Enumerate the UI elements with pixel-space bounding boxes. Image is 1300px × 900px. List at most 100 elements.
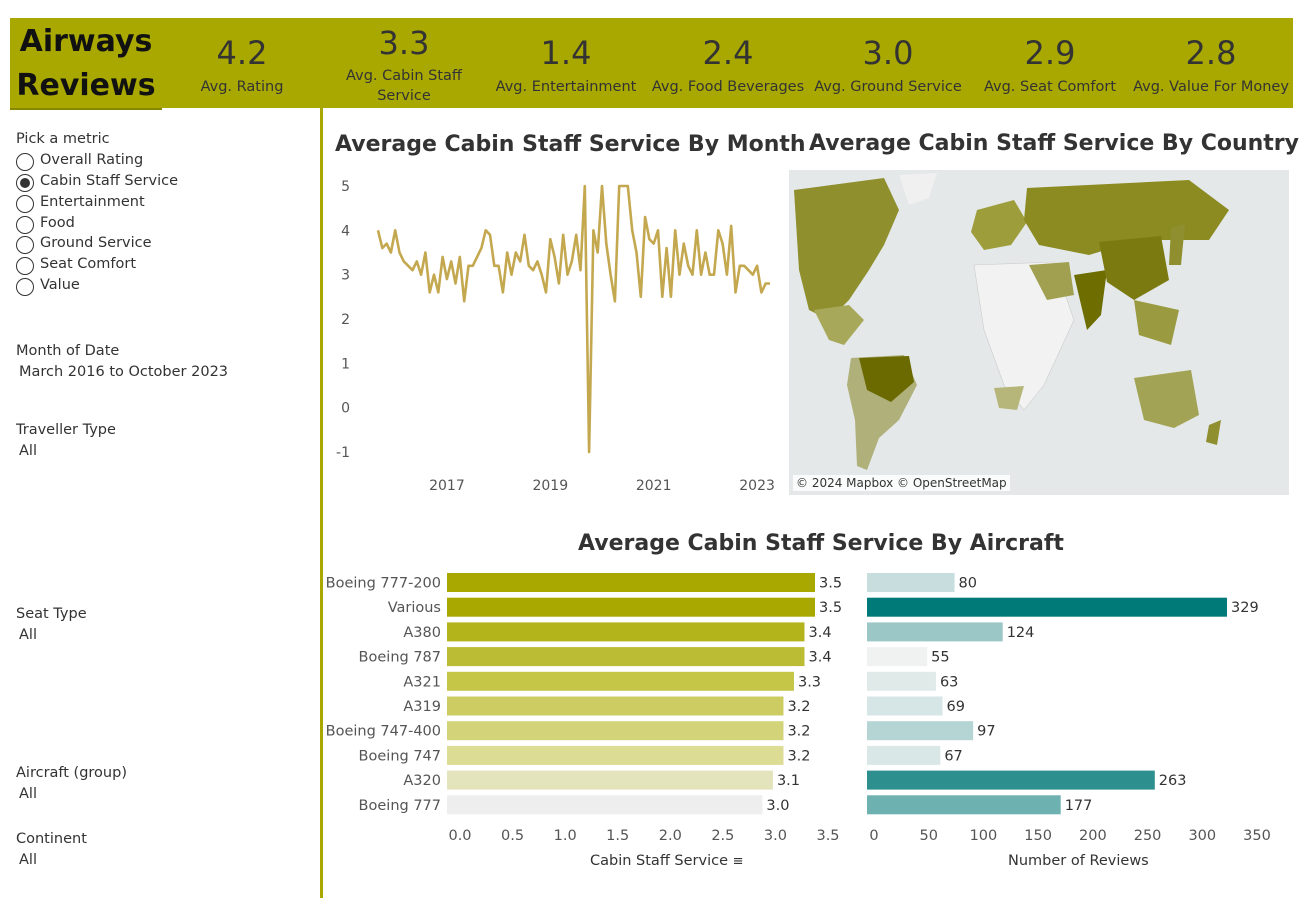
china-shape xyxy=(1099,236,1169,300)
kpi-avg-rating: 4.2 Avg. Rating xyxy=(162,18,322,108)
reviews-data-label: 263 xyxy=(1159,773,1187,789)
category-label: Boeing 747 xyxy=(359,748,441,764)
reviews-bar[interactable] xyxy=(867,597,1228,617)
reviews-x-tick: 150 xyxy=(1024,828,1052,844)
rating-bar[interactable] xyxy=(447,671,794,691)
reviews-x-tick: 300 xyxy=(1188,828,1216,844)
reviews-data-label: 177 xyxy=(1065,798,1093,814)
reviews-x-tick: 350 xyxy=(1243,828,1271,844)
rating-x-tick: 2.5 xyxy=(711,828,734,844)
rating-bar[interactable] xyxy=(447,770,773,790)
kpi-avg-entertainment: 1.4 Avg. Entertainment xyxy=(486,18,646,108)
series-line[interactable] xyxy=(376,184,770,454)
rating-bar[interactable] xyxy=(447,795,763,815)
kpi-label-2: Service xyxy=(377,88,431,104)
reviews-bar[interactable] xyxy=(867,573,955,592)
country-map[interactable]: © 2024 Mapbox © OpenStreetMap xyxy=(789,170,1289,495)
rating-bar[interactable] xyxy=(447,721,784,741)
bar-chart-aircraft: Boeing 777-200 3.5 Various 3.5 A380 3.4 Boeing… xyxy=(326,573,1271,844)
category-label: Boeing 787 xyxy=(359,650,441,666)
filter-aircraft-value[interactable]: All xyxy=(19,786,37,802)
greenland-shape xyxy=(899,173,937,205)
radio-icon xyxy=(16,257,34,275)
kpi-label: Avg. Seat Comfort xyxy=(983,79,1117,95)
kpi-label: Avg. Food Beverages xyxy=(651,79,805,95)
filter-month-value[interactable]: March 2016 to October 2023 xyxy=(19,364,229,380)
category-label: Boeing 777 xyxy=(359,798,441,814)
x-tick-label: 2017 xyxy=(429,478,465,494)
filter-seat-label: Seat Type xyxy=(16,606,87,622)
filter-month-label: Month of Date xyxy=(16,343,120,359)
radio-icon xyxy=(16,278,34,296)
kpi-avg-value: 2.8 Avg. Value For Money xyxy=(1130,18,1292,108)
metric-picker-title: Pick a metric xyxy=(16,131,110,147)
south-africa-shape xyxy=(994,386,1024,410)
kpi-banner xyxy=(10,18,1293,108)
category-label: A321 xyxy=(403,674,441,690)
sort-icon[interactable]: ≡ xyxy=(732,854,744,869)
filter-continent-label: Continent xyxy=(16,831,87,847)
reviews-data-label: 329 xyxy=(1231,600,1259,616)
reviews-bar[interactable] xyxy=(867,622,1003,642)
x-tick-label: 2021 xyxy=(636,478,672,494)
x-tick-label: 2023 xyxy=(739,478,775,494)
rating-x-tick: 0.5 xyxy=(501,828,524,844)
filter-aircraft-label: Aircraft (group) xyxy=(16,765,127,781)
bar-axis-title-reviews: Number of Reviews xyxy=(1008,853,1149,869)
map-credit: © 2024 Mapbox © OpenStreetMap xyxy=(793,475,1010,491)
reviews-bar[interactable] xyxy=(867,795,1061,815)
radio-icon xyxy=(16,195,34,213)
rating-bar[interactable] xyxy=(447,696,784,716)
reviews-bar[interactable] xyxy=(867,671,936,691)
brazil-shape xyxy=(859,356,914,402)
radio-icon xyxy=(16,153,34,171)
category-label: A380 xyxy=(403,625,441,641)
reviews-x-tick: 0 xyxy=(869,828,878,844)
filter-continent-value[interactable]: All xyxy=(19,852,37,868)
rating-x-tick: 1.5 xyxy=(606,828,629,844)
rating-data-label: 3.4 xyxy=(808,625,831,641)
world-map-shapes xyxy=(794,173,1229,470)
kpi-label: Avg. Value For Money xyxy=(1133,79,1289,95)
kpi-avg-food: 2.4 Avg. Food Beverages xyxy=(648,18,808,108)
category-label: Boeing 747-400 xyxy=(326,724,441,740)
rating-x-tick: 3.5 xyxy=(816,828,839,844)
reviews-data-label: 67 xyxy=(944,748,962,764)
rating-x-tick: 2.0 xyxy=(659,828,682,844)
y-tick-label: -1 xyxy=(336,445,350,461)
reviews-data-label: 55 xyxy=(931,650,949,666)
rating-bar[interactable] xyxy=(447,597,815,617)
kpi-value: 2.9 xyxy=(1024,34,1076,72)
india-shape xyxy=(1074,270,1107,330)
y-tick-label: 3 xyxy=(341,268,350,284)
chart-title-country: Average Cabin Staff Service By Country xyxy=(809,131,1299,156)
north-america-shape xyxy=(794,178,899,320)
reviews-bar[interactable] xyxy=(867,647,928,667)
rating-data-label: 3.5 xyxy=(819,576,842,592)
reviews-x-tick: 50 xyxy=(919,828,937,844)
new-zealand-shape xyxy=(1206,420,1221,445)
reviews-bar[interactable] xyxy=(867,770,1155,790)
kpi-value: 2.4 xyxy=(702,34,754,72)
kpi-value: 3.0 xyxy=(862,34,914,72)
category-label: A319 xyxy=(403,699,441,715)
filter-traveller-value[interactable]: All xyxy=(19,443,37,459)
filter-seat-value[interactable]: All xyxy=(19,627,37,643)
rating-bar[interactable] xyxy=(447,745,784,765)
reviews-bar[interactable] xyxy=(867,721,974,741)
rating-bar[interactable] xyxy=(447,622,805,642)
rating-data-label: 3.4 xyxy=(808,650,831,666)
rating-bar[interactable] xyxy=(447,573,815,592)
reviews-x-tick: 100 xyxy=(970,828,998,844)
middle-east-shape xyxy=(1029,262,1074,300)
y-tick-label: 0 xyxy=(341,401,350,417)
reviews-bar[interactable] xyxy=(867,745,941,765)
brand-line-1: Airways xyxy=(19,24,153,59)
kpi-avg-seat: 2.9 Avg. Seat Comfort xyxy=(970,18,1130,108)
chart-title-aircraft: Average Cabin Staff Service By Aircraft xyxy=(578,531,1064,556)
europe-shape xyxy=(971,200,1027,250)
line-chart-month: 5 4 3 2 1 0 -1 2017 2019 2021 2023 xyxy=(336,179,775,494)
sidebar-divider xyxy=(320,108,323,898)
reviews-bar[interactable] xyxy=(867,696,943,716)
rating-bar[interactable] xyxy=(447,647,805,667)
